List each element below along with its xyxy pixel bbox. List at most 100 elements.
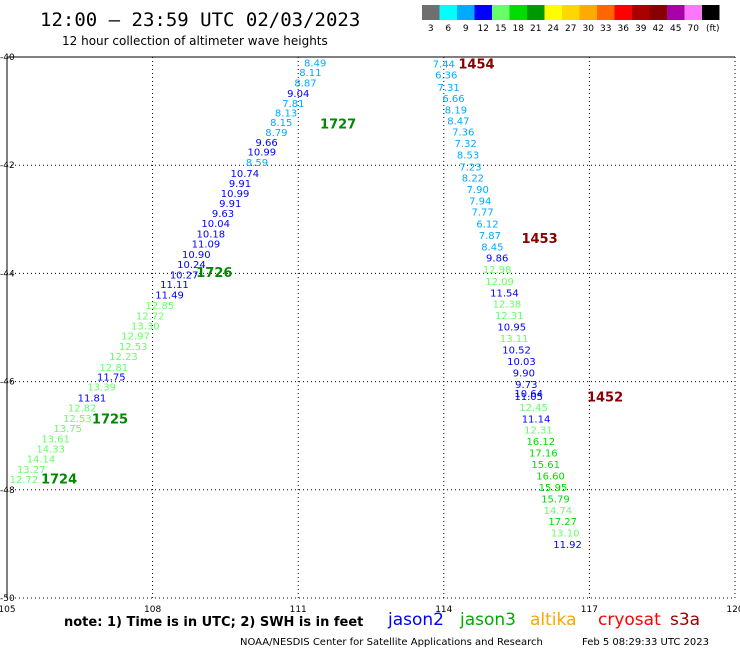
scale-swatch-14 [667, 5, 685, 20]
swh-value: 13.27 [17, 465, 46, 476]
data-points: 8.498.118.879.047.818.138.158.799.6610.9… [10, 58, 582, 550]
swh-value: 10.74 [230, 169, 259, 180]
scale-swatch-4 [492, 5, 510, 20]
swh-value: 10.04 [201, 219, 230, 230]
swh-value: 8.22 [462, 174, 484, 185]
scale-swatch-11 [614, 5, 632, 20]
swh-value: 8.13 [275, 109, 297, 120]
swh-value: 14.74 [544, 506, 573, 517]
scale-label: 45 [670, 24, 681, 34]
swh-value: 8.87 [294, 78, 316, 89]
swh-value: 10.90 [182, 250, 211, 261]
pass-number: 1452 [587, 391, 623, 406]
swh-value: 12.81 [99, 363, 128, 374]
footer-timestamp: Feb 5 08:29:33 UTC 2023 [582, 637, 709, 648]
x-tick-label: 117 [581, 605, 598, 615]
scale-swatch-7 [544, 5, 562, 20]
x-tick-label: 105 [0, 605, 16, 615]
swh-value: 11.11 [160, 280, 189, 291]
scale-label: 42 [653, 24, 664, 34]
swh-value: 12.31 [524, 426, 553, 437]
scale-swatch-9 [579, 5, 597, 20]
swh-value: 7.94 [469, 196, 491, 207]
swh-value: 8.59 [246, 158, 268, 169]
swh-value: 12.23 [109, 352, 138, 363]
y-tick-label: -50 [0, 594, 15, 604]
swh-value: 10.95 [497, 322, 526, 333]
mission-cryosat: cryosat [598, 610, 661, 630]
scale-swatch-16 [702, 5, 720, 20]
swh-value: 9.91 [219, 199, 241, 210]
mission-s3a: s3a [670, 610, 700, 630]
scale-label: 24 [548, 24, 560, 34]
swh-value: 6.12 [476, 220, 498, 231]
swh-value: 9.66 [256, 138, 278, 149]
scale-label: 15 [495, 24, 506, 34]
axis-ticks: 105 108 111 114 117 120 -40 -42 -44 -46 -48 -50 [0, 53, 740, 615]
swh-value: 11.49 [155, 290, 184, 301]
swh-value: 12.09 [485, 277, 514, 288]
scale-swatch-1 [439, 5, 457, 20]
swh-value: 13.10 [551, 529, 580, 540]
scale-label: 30 [583, 24, 595, 34]
swh-value: 8.11 [299, 68, 321, 79]
swh-value: 6.66 [442, 94, 464, 105]
swh-value: 12.38 [493, 300, 522, 311]
swh-value: 15.95 [539, 483, 568, 494]
swh-value: 13.75 [53, 424, 82, 435]
swh-value: 11.05 [514, 392, 543, 403]
mission-jason3: jason3 [459, 610, 516, 630]
swh-value: 15.79 [541, 494, 570, 505]
swh-value: 8.79 [265, 128, 287, 139]
swh-value: 10.24 [177, 260, 206, 271]
swh-value: 17.16 [529, 448, 558, 459]
footer-credit: NOAA/NESDIS Center for Satellite Applica… [240, 637, 543, 648]
swh-value: 10.52 [502, 346, 531, 357]
swh-value: 9.86 [486, 254, 508, 265]
swh-value: 7.23 [459, 162, 481, 173]
swh-value: 13.30 [131, 321, 160, 332]
swh-value: 8.19 [445, 105, 467, 116]
mission-altika: altika [530, 610, 577, 630]
swh-value: 11.75 [97, 373, 126, 384]
mission-legend: jason2 jason3 altika cryosat s3a [387, 610, 700, 630]
scale-swatch-13 [649, 5, 667, 20]
swh-value: 10.27 [170, 270, 199, 281]
swh-value: 13.11 [500, 334, 529, 345]
swh-value: 12.85 [146, 301, 175, 312]
scale-label: (ft) [706, 24, 720, 34]
swh-value: 14.14 [27, 454, 56, 465]
swh-value: 12.97 [121, 332, 150, 343]
swh-value: 7.90 [467, 185, 489, 196]
plot-area [6, 56, 735, 598]
swh-value: 10.18 [197, 229, 226, 240]
swh-value: 11.54 [490, 288, 519, 299]
x-tick-label: 120 [726, 605, 740, 615]
swh-value: 8.49 [304, 58, 326, 69]
swh-value: 12.98 [483, 265, 512, 276]
y-tick-label: -42 [0, 161, 15, 171]
swh-value: 7.31 [438, 83, 460, 94]
swh-value: 16.60 [536, 472, 565, 483]
swh-value: 7.87 [479, 231, 501, 242]
pass-number: 1727 [320, 118, 356, 133]
swh-value: 16.12 [527, 437, 556, 448]
scale-swatch-2 [457, 5, 475, 20]
color-scale: 3 6 9 12 15 18 21 24 27 30 33 36 39 42 45 70 (ft) [422, 5, 720, 34]
swh-value: 14.33 [36, 445, 65, 456]
swh-value: 9.90 [513, 368, 535, 379]
scale-label: 18 [513, 24, 525, 34]
scale-swatch-6 [527, 5, 545, 20]
swh-value: 12.31 [495, 311, 524, 322]
swh-value: 10.64 [514, 389, 543, 400]
scale-label: 36 [618, 24, 630, 34]
swh-value: 9.91 [229, 179, 251, 190]
x-tick-label: 114 [435, 605, 452, 615]
swh-value: 17.27 [548, 517, 577, 528]
swh-value: 11.92 [553, 540, 582, 551]
swh-value: 11.09 [192, 240, 221, 251]
scale-swatch-12 [632, 5, 650, 20]
scale-label: 6 [445, 24, 451, 34]
swh-value: 11.14 [522, 414, 551, 425]
